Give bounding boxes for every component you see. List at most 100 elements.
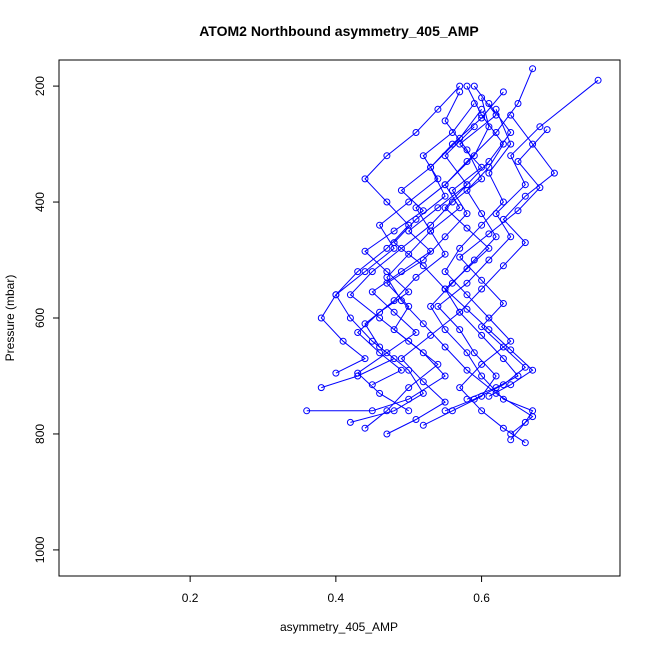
data-point [441,233,449,241]
series-line [350,97,490,423]
data-point [339,337,347,345]
data-point [317,314,325,322]
data-point [346,291,354,299]
data-point [332,291,340,299]
data-point [419,378,427,386]
data-point [499,343,507,351]
data-point [463,279,471,287]
profile-series [441,126,551,415]
data-point [427,247,435,255]
data-point [419,389,427,397]
series-line [320,85,461,374]
data-point [405,227,413,235]
data-point [485,123,493,131]
data-point [368,288,376,296]
data-point [521,439,529,447]
data-point [456,204,464,212]
data-point [427,302,435,310]
data-point [507,381,515,389]
data-point [478,360,486,368]
profile-series [346,88,486,432]
data-point [346,418,354,426]
data-point [492,129,500,136]
profile-series [317,82,464,377]
data-point [412,329,420,336]
plot-frame [58,59,621,577]
data-point [478,94,486,102]
x-tick-label: 0.4 [328,591,345,605]
data-point [397,186,405,194]
data-point [492,233,500,241]
data-point [383,198,391,206]
plot-area [303,65,602,447]
data-point [456,82,464,90]
data-point [441,285,449,293]
data-point [405,407,413,415]
data-point [412,204,420,212]
data-point [499,140,507,148]
data-point [478,114,486,122]
data-point [448,198,456,206]
data-point [456,253,464,261]
data-point [470,256,478,264]
data-point [485,326,493,334]
y-tick-label: 600 [33,308,47,328]
data-point [376,349,384,357]
series-line [429,85,534,441]
profile-series [427,82,537,444]
data-point [499,395,507,403]
x-tick-label: 0.6 [473,591,490,605]
data-point [478,221,486,229]
data-point [383,349,391,357]
data-point [478,407,486,415]
data-point [521,418,529,426]
data-point [441,181,449,189]
data-point [390,326,398,334]
data-point [507,152,515,160]
data-point [448,186,456,194]
data-point [485,256,493,264]
data-point [441,204,449,212]
data-point [478,163,486,171]
data-point [405,384,413,392]
data-point [441,250,449,258]
data-point [434,105,442,113]
data-point [529,366,537,374]
data-point [412,416,420,423]
profile-series [383,65,537,438]
data-point [368,337,376,345]
data-point [499,88,507,96]
data-point [463,146,471,154]
data-point [536,123,544,131]
data-point [448,129,456,136]
data-point [397,355,405,363]
series-line [444,103,534,397]
data-point [361,320,369,328]
data-point [390,227,398,235]
data-point [441,192,449,200]
x-tick-label: 0.2 [182,591,199,605]
data-point [441,407,449,415]
x-axis: 0.2 0.4 0.6 [182,575,490,605]
data-point [499,198,507,206]
data-point [485,100,493,107]
data-point [434,302,442,310]
data-point [463,210,471,218]
data-point [303,407,311,415]
data-point [536,184,544,192]
y-axis-label: Pressure (mbar) [3,275,17,362]
data-point [485,169,493,177]
data-point [507,140,515,148]
data-point [390,239,398,247]
data-point [427,221,435,229]
data-point [594,76,602,84]
data-point [499,262,507,270]
data-point [478,276,486,284]
data-point [434,204,442,212]
data-point [361,355,369,363]
data-point [419,421,427,429]
data-point [507,337,515,345]
data-point [412,215,420,223]
data-point [463,366,471,374]
